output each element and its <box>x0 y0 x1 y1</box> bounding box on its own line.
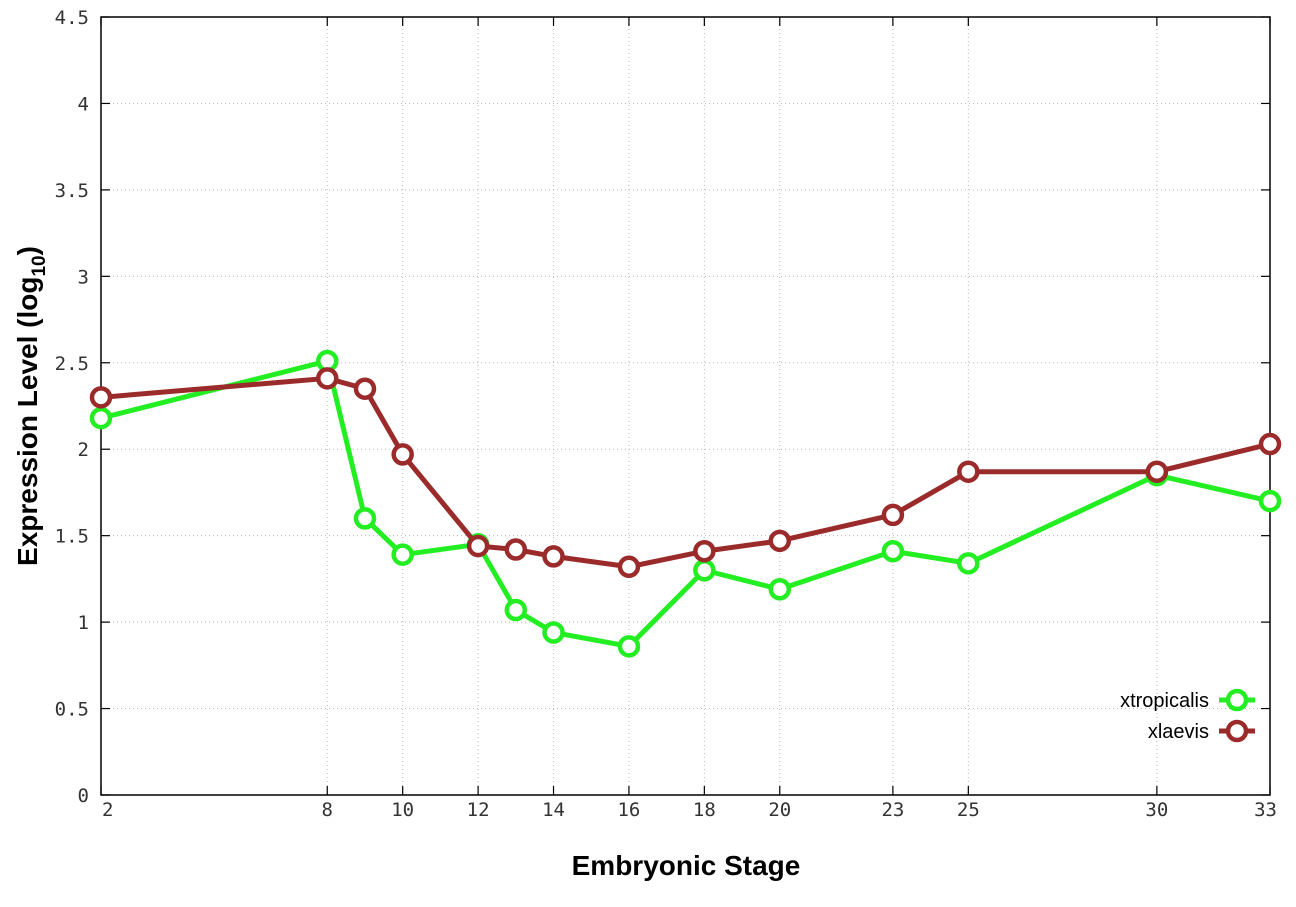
data-point-xlaevis <box>391 443 414 466</box>
data-point-xlaevis <box>693 539 716 563</box>
legend-label: xlaevis <box>1148 721 1209 743</box>
y-tick-label: 3.5 <box>55 180 89 202</box>
data-point-xlaevis <box>1258 432 1282 456</box>
data-point-xlaevis <box>1145 460 1169 483</box>
x-tick-label: 18 <box>693 799 716 821</box>
y-tick-label: 3 <box>78 266 89 288</box>
y-tick-label: 0.5 <box>55 699 89 721</box>
data-point-xlaevis <box>957 460 980 483</box>
x-tick-label: 30 <box>1145 799 1168 821</box>
y-tick-label: 2 <box>78 439 89 461</box>
data-point-xtropicalis <box>617 635 641 658</box>
data-point-xtropicalis <box>542 621 565 644</box>
data-point-xlaevis <box>881 503 905 527</box>
data-point-xlaevis <box>316 367 339 390</box>
data-point-xlaevis <box>353 377 377 400</box>
data-point-xtropicalis <box>881 539 905 563</box>
x-tick-label: 8 <box>322 799 333 821</box>
series-group <box>89 349 1282 658</box>
series-line-xtropicalis <box>100 358 1271 649</box>
x-tick-labels: 2 8 10 12 14 16 18 20 23 25 30 33 <box>102 799 1277 821</box>
y-tick-label: 4 <box>78 93 89 115</box>
x-tick-label: 20 <box>768 799 791 821</box>
legend: xtropicalis xlaevis <box>1120 688 1255 743</box>
y-tick-labels: 0 0.5 1 1.5 2 2.5 3 3.5 4 4.5 <box>55 7 89 807</box>
data-point-xlaevis <box>504 538 528 561</box>
y-tick-label: 1.5 <box>55 526 89 548</box>
x-tick-label: 25 <box>957 799 980 821</box>
series-line-xlaevis <box>100 375 1271 570</box>
y-tick-label: 0 <box>78 785 89 807</box>
plot-frame <box>100 16 1271 796</box>
data-point-xtropicalis <box>391 543 414 566</box>
y-tick-label: 1 <box>78 612 89 634</box>
x-tick-label: 16 <box>617 799 640 821</box>
y-axis-title-close: ) <box>12 246 43 255</box>
data-point-xlaevis <box>617 555 641 579</box>
data-point-xtropicalis <box>504 598 528 622</box>
y-tick-label: 4.5 <box>55 7 89 29</box>
data-point-xtropicalis <box>957 552 980 575</box>
data-point-xlaevis <box>768 529 792 553</box>
y-axis-title-main: Expression Level (log <box>12 277 43 566</box>
legend-swatch-marker <box>1225 719 1249 743</box>
x-axis-title: Embryonic Stage <box>572 850 801 881</box>
x-tick-label: 23 <box>881 799 904 821</box>
y-axis-title: Expression Level (log10) <box>12 246 50 566</box>
data-point-xtropicalis <box>353 507 377 530</box>
y-tick-label: 2.5 <box>55 353 89 375</box>
legend-label: xtropicalis <box>1120 690 1209 712</box>
x-tick-label: 10 <box>391 799 414 821</box>
x-tick-label: 2 <box>102 799 113 821</box>
x-tick-label: 12 <box>467 799 490 821</box>
data-point-xtropicalis <box>693 558 716 582</box>
legend-swatch-marker <box>1225 688 1249 712</box>
data-point-xlaevis <box>89 386 113 409</box>
data-point-xtropicalis <box>768 578 792 601</box>
data-point-xtropicalis <box>89 406 113 430</box>
data-point-xlaevis <box>542 545 565 568</box>
data-point-xlaevis <box>466 534 490 558</box>
y-axis-title-subscript: 10 <box>29 255 50 276</box>
data-point-xtropicalis <box>1258 489 1282 513</box>
x-tick-label: 14 <box>542 799 565 821</box>
x-tick-label: 33 <box>1254 799 1277 821</box>
grid-lines <box>101 17 1270 795</box>
tick-marks <box>100 16 1271 796</box>
